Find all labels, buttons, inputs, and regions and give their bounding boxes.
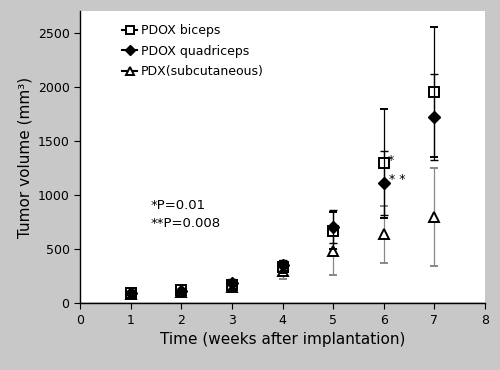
Text: * *: * * [389, 174, 406, 186]
Text: *: * [388, 154, 394, 167]
Legend: PDOX biceps, PDOX quadriceps, PDX(subcutaneous): PDOX biceps, PDOX quadriceps, PDX(subcut… [118, 20, 268, 82]
Y-axis label: Tumor volume (mm³): Tumor volume (mm³) [17, 77, 32, 238]
Text: *P=0.01: *P=0.01 [151, 199, 206, 212]
X-axis label: Time (weeks after implantation): Time (weeks after implantation) [160, 332, 405, 347]
Text: **P=0.008: **P=0.008 [151, 216, 221, 229]
